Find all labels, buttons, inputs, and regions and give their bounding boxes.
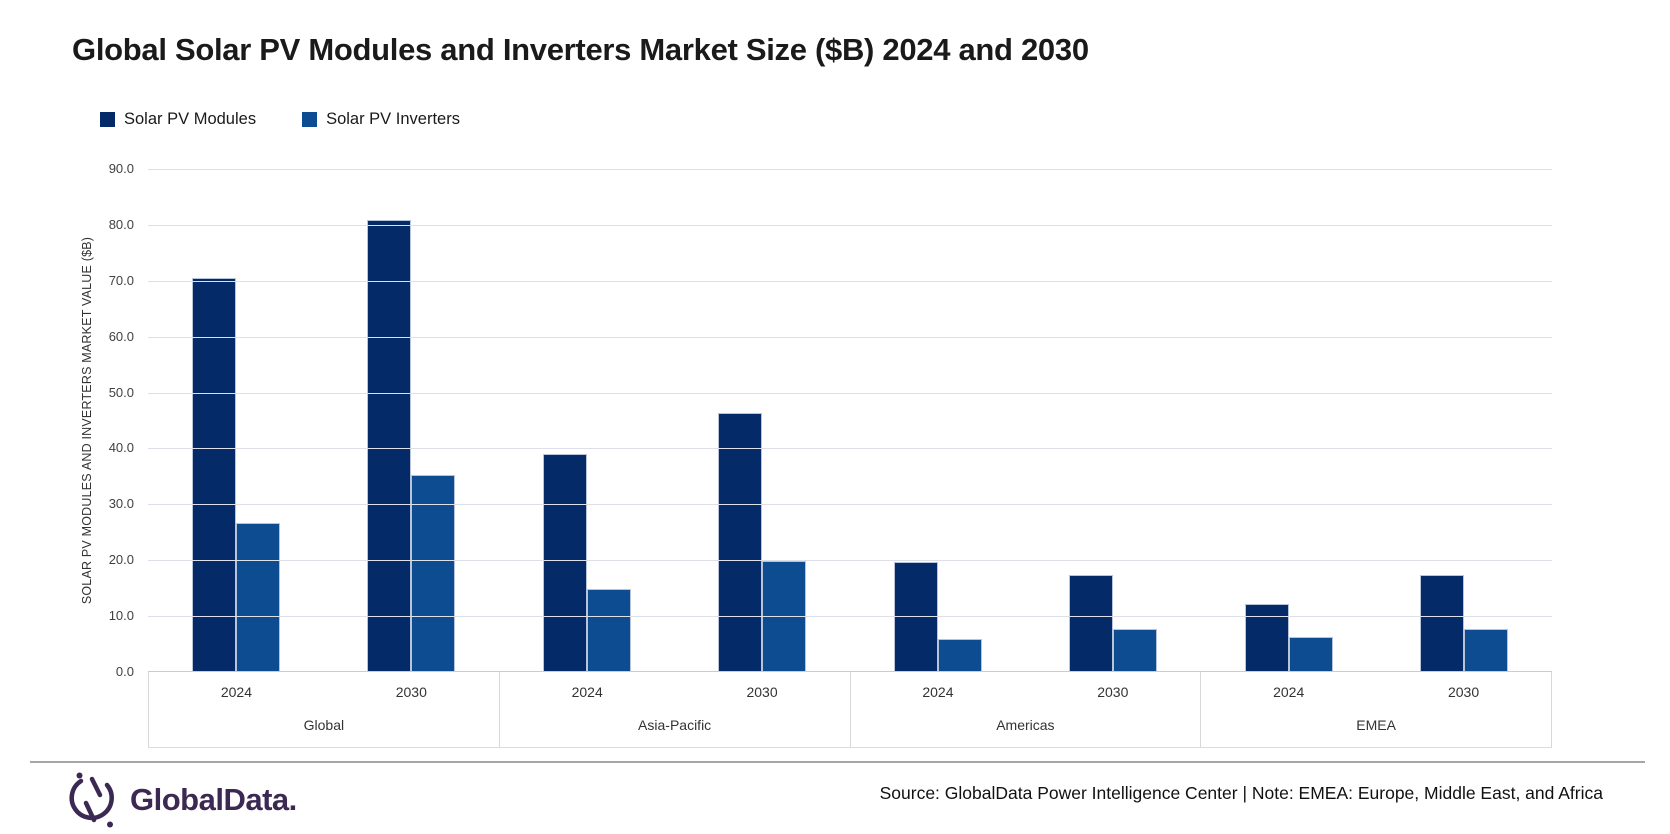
bar-inverters-americas-2024: [937, 639, 982, 671]
plot-area: [148, 169, 1552, 672]
y-tick-label: 10.0: [108, 608, 134, 624]
footer-divider: [30, 761, 1645, 763]
source-note: Source: GlobalData Power Intelligence Ce…: [879, 783, 1603, 803]
y-tick-label: 60.0: [108, 328, 134, 344]
x-year-label: 2024: [220, 684, 253, 700]
x-year-label: 2024: [922, 684, 954, 700]
x-year-label: 2024: [1273, 684, 1305, 700]
y-tick-label: 40.0: [108, 440, 134, 456]
x-region-label: Americas: [996, 717, 1055, 734]
y-tick-label: 90.0: [108, 161, 134, 176]
bar-modules-americas-2030: [1069, 575, 1114, 671]
y-tick-label: 50.0: [108, 384, 134, 400]
x-axis: 2024 2030 Global 2024 2030 Asia-Pacific 2024 20…: [148, 672, 1552, 748]
x-region-cell-asia-pacific: 2024 2030 Asia-Pacific: [500, 672, 851, 747]
gridline-40: [148, 448, 1552, 450]
bar-modules-emea-2030: [1420, 574, 1465, 671]
y-tick-label: 20.0: [108, 552, 134, 568]
legend-label-inverters: Solar PV Inverters: [326, 110, 460, 128]
year-slot: [324, 169, 500, 671]
bar-pair: [1069, 575, 1158, 671]
legend-item-inverters: Solar PV Inverters: [302, 110, 460, 129]
bar-pair: [191, 277, 280, 671]
bar-modules-asia-pacific-2030: [718, 412, 763, 671]
y-tick-label: 30.0: [108, 496, 134, 512]
legend-item-modules: Solar PV Modules: [100, 110, 256, 129]
bar-inverters-asia-pacific-2024: [586, 589, 631, 671]
gridline-70: [148, 280, 1552, 282]
bar-inverters-emea-2030: [1464, 629, 1509, 671]
year-slot: [499, 169, 675, 671]
x-region-cell-emea: 2024 2030 EMEA: [1201, 672, 1552, 747]
bar-pair: [367, 219, 456, 671]
bars-container: [148, 169, 1552, 671]
region-group-global: [148, 169, 499, 671]
bar-inverters-asia-pacific-2030: [762, 560, 807, 671]
region-group-americas: [850, 169, 1201, 671]
year-slot: [148, 169, 324, 671]
x-year-row: 2024 2030: [149, 672, 499, 711]
globaldata-logo: GlobalData.: [66, 772, 297, 828]
gridline-50: [148, 392, 1552, 394]
y-tick-label: 0.0: [115, 664, 134, 679]
bar-pair: [1420, 574, 1509, 671]
y-tick-label: 80.0: [108, 216, 134, 232]
x-region-label: EMEA: [1356, 717, 1396, 734]
globaldata-logo-icon: [69, 772, 114, 828]
year-slot: [1201, 169, 1377, 671]
gridline-80: [148, 224, 1552, 226]
x-year-label: 2024: [571, 684, 603, 700]
legend-label-modules: Solar PV Modules: [124, 110, 257, 128]
bar-inverters-global-2030: [411, 475, 456, 671]
year-slot: [1377, 169, 1553, 671]
x-region-label: Asia-Pacific: [638, 717, 712, 734]
bar-modules-asia-pacific-2024: [542, 454, 587, 671]
bar-pair: [1244, 603, 1333, 671]
globaldata-logo-text: GlobalData.: [130, 782, 297, 817]
chart-title: Global Solar PV Modules and Inverters Ma…: [72, 32, 1089, 67]
x-region-cell-americas: 2024 2030 Americas: [851, 672, 1202, 747]
gridline-60: [148, 336, 1552, 338]
gridline-10: [148, 616, 1552, 618]
x-year-label: 2030: [1447, 684, 1480, 700]
bar-inverters-americas-2030: [1113, 628, 1158, 671]
bar-pair: [542, 454, 631, 671]
x-year-label: 2030: [1097, 684, 1129, 700]
region-group-asia-pacific: [499, 169, 850, 671]
y-tick-label: 70.0: [108, 272, 134, 288]
bar-modules-emea-2024: [1244, 603, 1289, 671]
legend: Solar PV Modules Solar PV Inverters: [100, 110, 460, 129]
bar-inverters-global-2024: [235, 523, 280, 671]
y-axis-ticks: 0.0 10.0 20.0 30.0 40.0 50.0 60.0 70.0 80.0 90.0: [90, 161, 142, 679]
modules-swatch-icon: [100, 112, 115, 127]
x-year-label: 2030: [395, 684, 427, 700]
gridline-90: [148, 169, 1552, 170]
bar-modules-global-2024: [191, 277, 236, 671]
year-slot: [850, 169, 1026, 671]
x-year-row: 2024 2030: [500, 672, 850, 711]
inverters-swatch-icon: [302, 112, 318, 127]
region-group-emea: [1201, 169, 1552, 671]
bar-pair: [718, 412, 807, 671]
x-year-row: 2024 2030: [1201, 672, 1551, 711]
x-year-row: 2024 2030: [851, 672, 1201, 711]
bar-modules-global-2030: [367, 219, 412, 671]
x-region-label: Global: [303, 717, 345, 734]
gridline-30: [148, 504, 1552, 506]
bar-inverters-emea-2024: [1288, 637, 1333, 671]
x-region-cell-global: 2024 2030 Global: [148, 672, 500, 747]
x-year-label: 2030: [746, 684, 778, 700]
gridline-20: [148, 560, 1552, 562]
year-slot: [1026, 169, 1202, 671]
year-slot: [675, 169, 851, 671]
